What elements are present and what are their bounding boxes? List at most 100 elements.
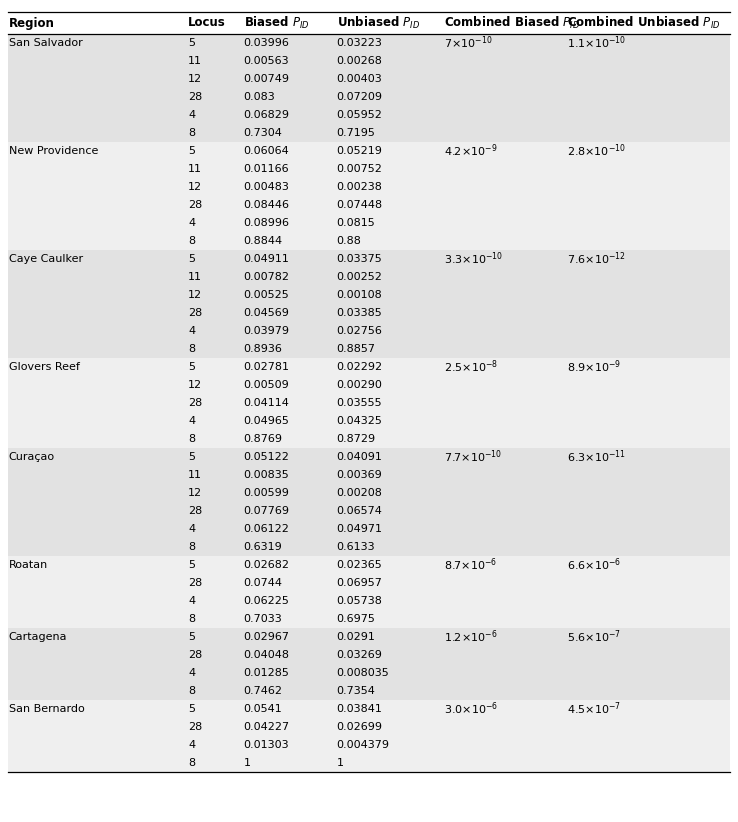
Text: 0.04569: 0.04569 <box>244 308 289 318</box>
Text: 0.04325: 0.04325 <box>337 416 382 426</box>
Text: 0.0541: 0.0541 <box>244 704 283 714</box>
Text: 0.00268: 0.00268 <box>337 56 382 66</box>
Text: 4: 4 <box>188 326 196 336</box>
Bar <box>8 394 730 412</box>
Text: 0.03979: 0.03979 <box>244 326 289 336</box>
Text: 0.6975: 0.6975 <box>337 614 376 624</box>
Text: 8: 8 <box>188 542 196 552</box>
Bar <box>8 610 730 628</box>
Text: 8: 8 <box>188 344 196 354</box>
Text: 0.083: 0.083 <box>244 92 275 102</box>
Text: 0.00238: 0.00238 <box>337 182 382 192</box>
Text: 28: 28 <box>188 92 202 102</box>
Bar <box>8 232 730 250</box>
Text: 0.05952: 0.05952 <box>337 110 382 120</box>
Text: 3.3×10$^{-10}$: 3.3×10$^{-10}$ <box>444 251 503 267</box>
Text: 0.06829: 0.06829 <box>244 110 289 120</box>
Text: 5.6×10$^{-7}$: 5.6×10$^{-7}$ <box>567 629 621 645</box>
Bar <box>8 646 730 664</box>
Bar <box>8 484 730 502</box>
Text: 0.08996: 0.08996 <box>244 218 289 228</box>
Text: 1: 1 <box>337 758 343 768</box>
Text: 7×10$^{-10}$: 7×10$^{-10}$ <box>444 35 493 51</box>
Text: 0.05219: 0.05219 <box>337 146 382 156</box>
Text: 5: 5 <box>188 362 195 372</box>
Text: 0.8857: 0.8857 <box>337 344 376 354</box>
Bar <box>8 574 730 592</box>
Text: 0.06122: 0.06122 <box>244 524 289 534</box>
Text: 28: 28 <box>188 308 202 318</box>
Text: 0.7304: 0.7304 <box>244 128 283 138</box>
Text: 0.0291: 0.0291 <box>337 632 376 642</box>
Text: 12: 12 <box>188 74 202 84</box>
Text: 0.8936: 0.8936 <box>244 344 283 354</box>
Text: 0.03269: 0.03269 <box>337 650 382 660</box>
Text: 0.04091: 0.04091 <box>337 452 382 462</box>
Text: Glovers Reef: Glovers Reef <box>9 362 80 372</box>
Text: San Bernardo: San Bernardo <box>9 704 85 714</box>
Text: Region: Region <box>9 16 55 30</box>
Text: 11: 11 <box>188 272 202 282</box>
Text: 7.6×10$^{-12}$: 7.6×10$^{-12}$ <box>567 251 626 267</box>
Bar <box>8 304 730 322</box>
Bar <box>8 556 730 574</box>
Text: 0.03555: 0.03555 <box>337 398 382 408</box>
Text: 0.05738: 0.05738 <box>337 596 382 606</box>
Text: 8: 8 <box>188 434 196 444</box>
Text: 0.06957: 0.06957 <box>337 578 382 588</box>
Text: 4.2×10$^{-9}$: 4.2×10$^{-9}$ <box>444 143 498 159</box>
Text: 0.01303: 0.01303 <box>244 740 289 750</box>
Bar <box>8 520 730 538</box>
Text: 2.8×10$^{-10}$: 2.8×10$^{-10}$ <box>567 143 626 159</box>
Text: 0.00208: 0.00208 <box>337 488 382 498</box>
Bar <box>8 160 730 178</box>
Text: Roatan: Roatan <box>9 560 48 570</box>
Bar <box>8 448 730 466</box>
Text: 0.7462: 0.7462 <box>244 686 283 696</box>
Bar <box>8 412 730 430</box>
Text: 1.1×10$^{-10}$: 1.1×10$^{-10}$ <box>567 35 626 51</box>
Text: 0.00749: 0.00749 <box>244 74 289 84</box>
Text: 12: 12 <box>188 488 202 498</box>
Text: 0.02682: 0.02682 <box>244 560 289 570</box>
Bar <box>8 664 730 682</box>
Text: 0.02699: 0.02699 <box>337 722 382 732</box>
Text: 8: 8 <box>188 614 196 624</box>
Text: 0.004379: 0.004379 <box>337 740 390 750</box>
Text: 0.8729: 0.8729 <box>337 434 376 444</box>
Bar <box>8 718 730 736</box>
Text: 28: 28 <box>188 650 202 660</box>
Text: 0.6133: 0.6133 <box>337 542 375 552</box>
Text: 11: 11 <box>188 470 202 480</box>
Text: 0.02292: 0.02292 <box>337 362 383 372</box>
Bar <box>8 214 730 232</box>
Text: 0.88: 0.88 <box>337 236 362 246</box>
Text: 0.02365: 0.02365 <box>337 560 382 570</box>
Bar <box>8 124 730 142</box>
Text: 6.6×10$^{-6}$: 6.6×10$^{-6}$ <box>567 556 621 573</box>
Bar <box>8 268 730 286</box>
Text: 11: 11 <box>188 56 202 66</box>
Text: 28: 28 <box>188 200 202 210</box>
Text: 0.07209: 0.07209 <box>337 92 382 102</box>
Text: Combined Biased $P_{ID}$: Combined Biased $P_{ID}$ <box>444 15 580 31</box>
Text: 0.00509: 0.00509 <box>244 380 289 390</box>
Text: 4: 4 <box>188 668 196 678</box>
Bar <box>8 466 730 484</box>
Text: 8: 8 <box>188 236 196 246</box>
Text: 3.0×10$^{-6}$: 3.0×10$^{-6}$ <box>444 700 498 718</box>
Text: 0.04965: 0.04965 <box>244 416 289 426</box>
Text: 0.00290: 0.00290 <box>337 380 382 390</box>
Text: 0.7354: 0.7354 <box>337 686 376 696</box>
Text: 7.7×10$^{-10}$: 7.7×10$^{-10}$ <box>444 449 503 465</box>
Bar <box>8 538 730 556</box>
Text: 0.03841: 0.03841 <box>337 704 382 714</box>
Text: 4: 4 <box>188 110 196 120</box>
Bar <box>8 286 730 304</box>
Text: Biased $P_{ID}$: Biased $P_{ID}$ <box>244 15 309 31</box>
Text: 4: 4 <box>188 596 196 606</box>
Text: 28: 28 <box>188 506 202 516</box>
Bar <box>8 322 730 340</box>
Text: 8.9×10$^{-9}$: 8.9×10$^{-9}$ <box>567 358 621 376</box>
Bar <box>8 754 730 772</box>
